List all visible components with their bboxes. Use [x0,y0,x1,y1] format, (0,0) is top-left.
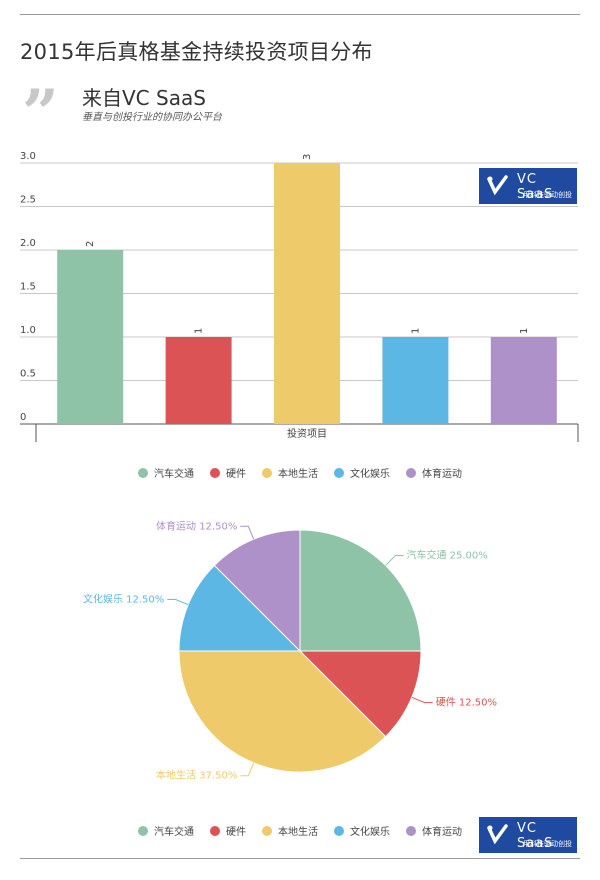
pie-leader-line [240,525,255,540]
legend-label: 文化娱乐 [350,827,390,838]
y-tick-label: 2.0 [20,238,36,249]
pie-slice-1 [299,529,422,652]
logo-mark-icon [487,175,508,196]
legend-swatch [210,467,220,478]
source-title: 来自VC SaaS [82,86,206,110]
legend-item[interactable]: 汽车交通 [138,465,194,480]
y-tick-label: 1.5 [20,282,36,293]
y-tick-label: 0.5 [20,369,36,380]
pie-slice-label: 体育运动 12.50% [156,519,237,532]
pie-slice-label: 文化娱乐 12.50% [83,592,164,605]
logo-badge-bottom: VC SaaS 用科技驱动创投 [479,817,577,853]
bar-value-label: 1 [194,328,205,334]
legend-item[interactable]: 文化娱乐 [334,823,390,838]
legend-label: 本地生活 [278,827,318,838]
pie-leader-line [385,555,404,566]
legend-item[interactable]: 文化娱乐 [334,465,390,480]
logo-tagline: 用科技驱动创投 [523,840,572,848]
bottom-rule [20,858,580,859]
logo-name: VC SaaS [517,172,554,202]
legend-swatch [262,467,272,478]
quote-mark-icon: ” [22,76,59,151]
pie-legend: 汽车交通 硬件 本地生活 文化娱乐 体育运动 [0,823,600,838]
logo-tagline: 用科技驱动创投 [523,191,572,199]
logo-badge-top: VC SaaS 用科技驱动创投 [479,168,577,204]
y-tick-label: 3.0 [20,151,36,162]
page-title: 2015年后真格基金持续投资项目分布 [20,40,373,64]
x-axis-label: 投资项目 [287,427,327,440]
pie-slice-label: 本地生活 37.50% [156,769,237,782]
legend-label: 体育运动 [422,469,462,480]
legend-swatch [262,825,272,836]
legend-label: 汽车交通 [154,469,194,480]
pie-slice-5 [213,529,301,653]
legend-swatch [138,467,148,478]
legend-label: 硬件 [226,827,246,838]
bar-4 [382,337,449,424]
logo-name: VC SaaS [517,821,554,851]
bar-value-label: 2 [85,241,96,247]
legend-item[interactable]: 本地生活 [262,823,318,838]
legend-item[interactable]: 汽车交通 [138,823,194,838]
legend-item[interactable]: 体育运动 [406,823,462,838]
pie-leader-line [167,598,189,606]
legend-label: 汽车交通 [154,827,194,838]
legend-label: 本地生活 [278,469,318,480]
legend-swatch [406,467,416,478]
bar-5 [490,337,557,424]
pie-slice-label: 汽车交通 25.00% [406,549,487,562]
pie-slice-label: 硬件 12.50% [436,697,497,709]
legend-swatch [210,825,220,836]
y-tick-label: 1.0 [20,325,36,336]
legend-swatch [334,825,344,836]
logo-mark-icon [487,824,508,845]
legend-swatch [406,825,416,836]
bar-2 [165,337,232,424]
legend-item[interactable]: 体育运动 [406,465,462,480]
legend-item[interactable]: 硬件 [210,823,246,838]
y-tick-label: 0 [20,412,26,423]
pie-leader-line [240,762,255,777]
legend-label: 硬件 [226,469,246,480]
legend-item[interactable]: 本地生活 [262,465,318,480]
pie-slice-4 [178,564,302,652]
bar-3 [274,163,340,424]
legend-swatch [138,825,148,836]
bar-legend: 汽车交通 硬件 本地生活 文化娱乐 体育运动 [0,465,600,480]
y-tick-label: 2.5 [20,195,36,206]
bar-1 [57,250,124,424]
top-rule [20,14,580,15]
legend-label: 体育运动 [422,827,462,838]
bar-value-label: 1 [519,328,530,334]
bar-value-label: 1 [410,328,421,334]
pie-leader-line [411,696,433,704]
pie-slice-2 [298,650,422,738]
bar-value-label: 3 [302,154,313,160]
source-subtitle: 垂直与创投行业的协同办公平台 [82,112,222,123]
legend-swatch [334,467,344,478]
bar-chart: 0 0.5 1.0 1.5 2.0 2.5 3.0 2 1 3 1 1 投资项目 [20,151,579,442]
legend-label: 文化娱乐 [350,469,390,480]
legend-item[interactable]: 硬件 [210,465,246,480]
